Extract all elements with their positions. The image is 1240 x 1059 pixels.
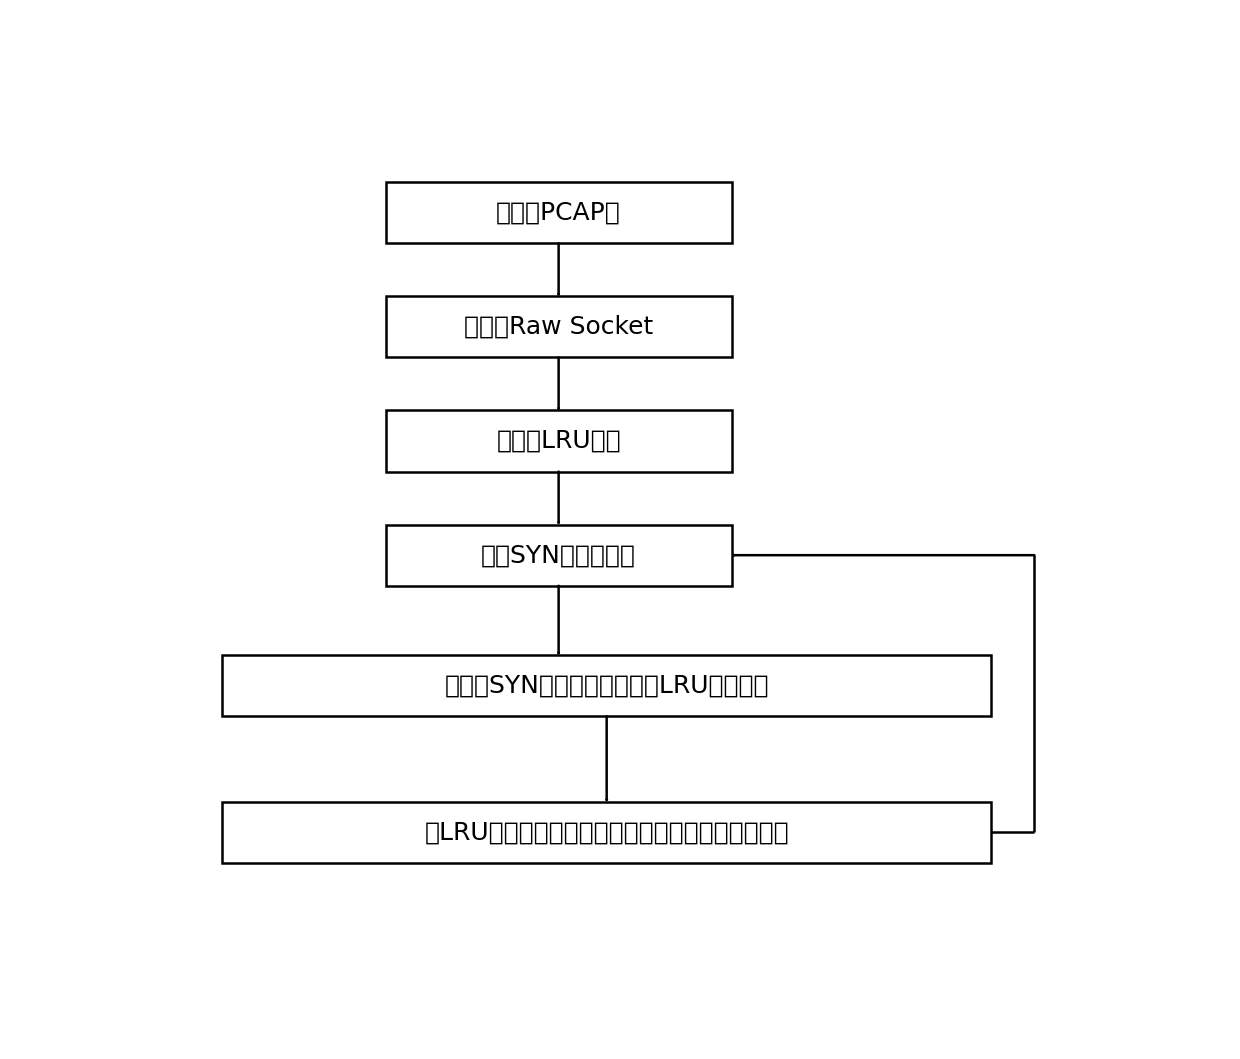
Bar: [386, 524, 732, 586]
Bar: [222, 802, 991, 863]
Bar: [386, 411, 732, 471]
Bar: [386, 297, 732, 358]
Text: 发送SYN数据给闸机: 发送SYN数据给闸机: [481, 543, 636, 568]
Bar: [222, 656, 991, 716]
Text: 从LRU队列尾部向前查找超过一定时间没响应的闸机: 从LRU队列尾部向前查找超过一定时间没响应的闸机: [424, 821, 789, 844]
Text: 初始化Raw Socket: 初始化Raw Socket: [464, 315, 653, 339]
Text: 初始化PCAP库: 初始化PCAP库: [496, 201, 621, 225]
Bar: [386, 182, 732, 244]
Text: 将响应SYN数据的闸机放置到LRU队列头部: 将响应SYN数据的闸机放置到LRU队列头部: [444, 674, 769, 698]
Text: 初始化LRU队列: 初始化LRU队列: [496, 429, 621, 453]
